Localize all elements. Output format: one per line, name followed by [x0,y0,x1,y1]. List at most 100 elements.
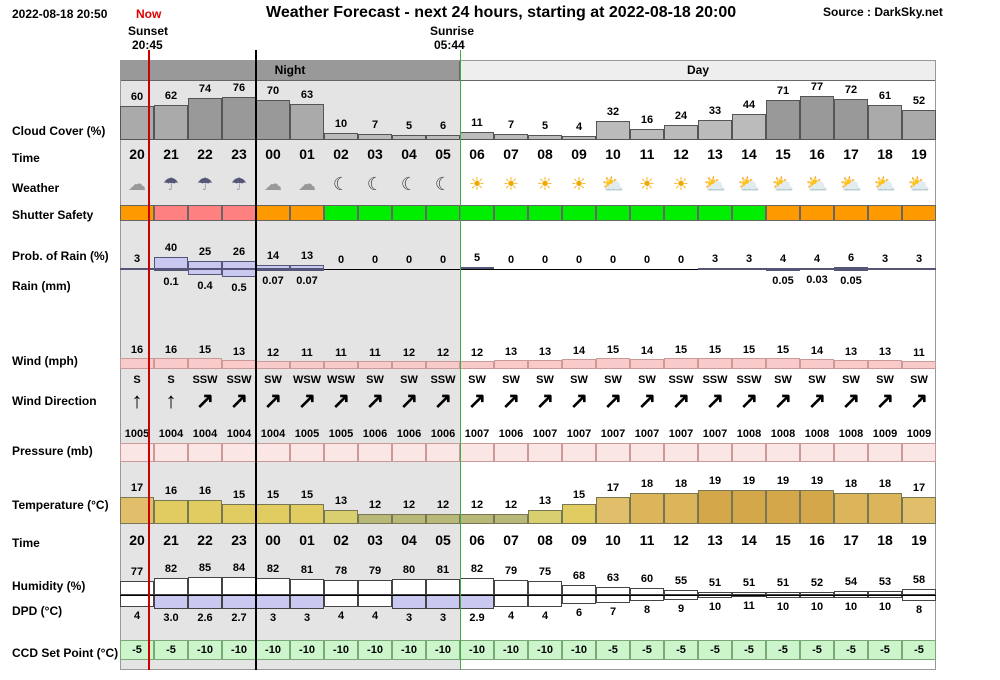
cloud-bar [358,134,392,140]
wind-arrow-icon: ↗ [603,388,623,413]
ccd-value: -10 [367,644,383,656]
rain-prob-value: 3 [745,253,753,265]
pressure-value: 1007 [702,428,728,440]
wind-value: 13 [504,346,518,358]
temperature-value: 18 [878,478,892,490]
wind-value: 15 [776,344,790,356]
hour-label: 11 [639,146,655,162]
ccd-cell [256,640,290,660]
cloud-value: 4 [575,121,583,133]
temperature-value: 19 [742,475,756,487]
cloud-value: 62 [164,90,178,102]
hour-label: 13 [707,146,723,162]
dpd-value: 10 [844,601,858,613]
label-dpd: DPD (°C) [12,604,63,618]
sunset-time: 20:45 [132,38,163,52]
cloud-bar [562,136,596,140]
wind-bar [630,359,664,369]
wind-value: 15 [742,344,756,356]
shutter-cell-orange [834,205,868,221]
ccd-value: -10 [299,644,315,656]
day-band-label: Day [686,63,709,77]
grid-frame [120,60,936,670]
dpd-bar [120,595,154,607]
temperature-bar [834,493,868,524]
humidity-value: 79 [368,565,382,577]
hour-label: 15 [775,146,791,162]
label-ccd-set-point: CCD Set Point (°C) [12,646,119,660]
temperature-value: 17 [912,482,926,494]
humidity-value: 51 [708,577,722,589]
wind-value: 13 [844,346,858,358]
wind-direction-label: SSW [668,374,694,386]
wind-direction-label: SW [536,374,554,386]
dpd-value: 3 [269,612,277,624]
rain-prob-value: 0 [405,254,413,266]
wind-direction-label: SW [264,374,282,386]
wind-direction-label: SW [366,374,384,386]
cloud-bar [494,134,528,140]
hour-label-bottom: 00 [265,532,281,548]
rain-prob-value: 4 [779,253,787,265]
rain-prob-value: 14 [266,250,280,262]
shutter-cell-orange [120,205,154,221]
hour-label-bottom: 23 [231,532,247,548]
humidity-bar [426,579,460,595]
humidity-bar [392,579,426,595]
rain-prob-bar [222,261,256,269]
temperature-bar [664,493,698,524]
hour-label: 05 [435,146,451,162]
dpd-bar [868,595,902,598]
wind-direction-label: S [167,374,175,386]
dpd-bar [188,595,222,609]
rain-prob-value: 0 [575,254,583,266]
cloud-bar [392,135,426,140]
pressure-cell [154,443,188,462]
partly-cloudy-day-icon: ⛅ [737,174,761,194]
pressure-cell [902,443,936,462]
rain-mm-value: 0.4 [197,280,213,292]
hour-label-bottom: 13 [707,532,723,548]
pressure-cell [800,443,834,462]
hour-label-bottom: 11 [639,532,655,548]
rain-prob-value: 5 [473,252,481,264]
temperature-value: 15 [232,489,246,501]
wind-direction-label: S [133,374,141,386]
shutter-cell-green [392,205,426,221]
shutter-cell-orange [868,205,902,221]
dpd-bar [732,595,766,597]
ccd-cell [868,640,902,660]
temperature-value: 16 [198,485,212,497]
ccd-cell [902,640,936,660]
humidity-value: 58 [912,574,926,586]
temperature-value: 12 [504,499,518,511]
dpd-value: 8 [915,604,923,616]
label-weather: Weather [12,181,60,195]
rain-mm-value: 0.05 [840,275,862,287]
ccd-cell [630,640,664,660]
temperature-value: 19 [810,475,824,487]
shutter-cell-green [664,205,698,221]
label-humidity: Humidity (%) [12,579,86,593]
temperature-bar [766,490,800,524]
shutter-cell-orange [766,205,800,221]
pressure-value: 1004 [192,428,218,440]
label-shutter-safety: Shutter Safety [12,208,94,222]
dpd-bar [256,595,290,609]
temperature-bar [698,490,732,524]
wind-bar [698,358,732,369]
dpd-value: 4 [507,610,515,622]
ccd-cell [460,640,494,660]
clear-day-icon: ☀ [672,174,690,194]
wind-arrow-icon: ↗ [297,388,317,413]
temperature-value: 13 [334,495,348,507]
humidity-value: 60 [640,573,654,585]
ccd-value: -5 [846,644,856,656]
shutter-cell-orange [902,205,936,221]
label-temperature: Temperature (°C) [12,498,109,512]
rain-prob-value: 3 [711,253,719,265]
humidity-bar [290,579,324,595]
rain-prob-value: 3 [881,253,889,265]
temperature-value: 18 [640,478,654,490]
cloud-bar [766,100,800,140]
